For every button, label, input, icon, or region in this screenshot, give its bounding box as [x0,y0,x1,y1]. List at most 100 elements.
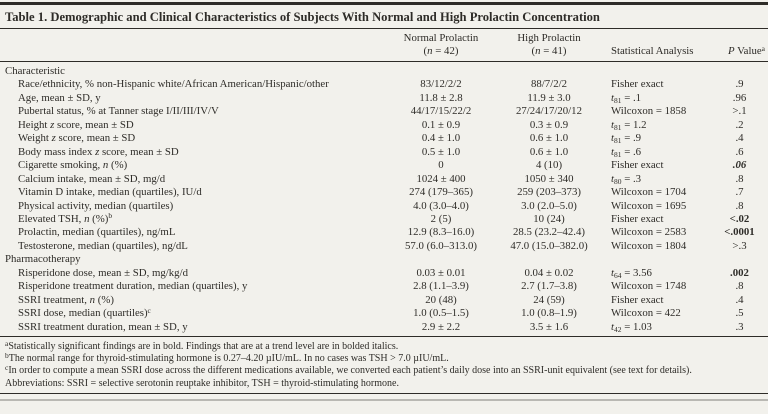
statistical-analysis-value [599,253,711,266]
high-prolactin-value: 0.3 ± 0.9 [529,118,569,131]
table-row: Cigarette smoking, n (%) 0 4 (10) Fisher… [0,159,768,172]
normal-prolactin-value: 0 [438,159,444,172]
row-label: Risperidone treatment duration, median (… [18,280,248,293]
high-prolactin-value: 10 (24) [533,212,565,225]
table-title: Table 1. Demographic and Clinical Charac… [5,10,600,24]
table-row: Elevated TSH, n (%)b 2 (5) 10 (24) Fishe… [0,211,768,226]
normal-prolactin-value: 12.9 (8.3–16.0) [407,226,475,239]
table-row: Prolactin, median (quartiles), ng/mL 12.… [0,226,768,239]
normal-prolactin-value: 11.8 ± 2.8 [419,91,463,104]
table-row: Pharmacotherapy [0,253,768,266]
row-label: Pharmacotherapy [5,253,81,266]
row-label: Weight z score, mean ± SD [18,132,136,145]
row-label: SSRI treatment, n (%) [18,293,114,306]
statistical-analysis-value: t81 = .6 [611,145,642,159]
table-row: Risperidone treatment duration, median (… [0,280,768,293]
table-row: Race/ethnicity, % non-Hispanic white/Afr… [0,78,768,91]
high-prolactin-value: 24 (59) [533,293,565,306]
table-row: Physical activity, median (quartiles) 4.… [0,200,768,213]
p-value: <.02 [729,212,750,225]
footnote-a: aStatistically significant findings are … [5,338,399,353]
high-prolactin-value: 0.04 ± 0.02 [524,266,574,279]
statistical-analysis-value: Fisher exact [611,78,664,91]
table-header-row: Normal Prolactin (n = 42) High Prolactin… [0,29,768,61]
statistical-analysis-value: Fisher exact [611,212,664,225]
normal-prolactin-value: 57.0 (6.0–313.0) [405,239,477,252]
normal-prolactin-value: 0.4 ± 1.0 [421,132,461,145]
p-value: >.1 [732,105,747,118]
column-header-high-prolactin: High Prolactin (n = 41) [499,32,599,58]
statistical-analysis-value: Wilcoxon = 1804 [611,239,687,252]
high-prolactin-value: 47.0 (15.0–382.0) [510,239,588,252]
footnote-c: cIn order to compute a mean SSRI dose ac… [5,362,692,377]
high-prolactin-value: 88/7/2/2 [531,78,567,91]
table-row: Height z score, mean ± SD 0.1 ± 0.9 0.3 … [0,119,768,132]
table-row: Age, mean ± SD, y 11.8 ± 2.8 11.9 ± 3.0 … [0,92,768,105]
table-row: Pubertal status, % at Tanner stage I/II/… [0,105,768,118]
row-label: Body mass index z score, mean ± SD [18,145,179,158]
p-value: .8 [735,280,744,293]
statistical-analysis-value: t81 = .9 [611,132,642,146]
high-prolactin-value: 259 (203–373) [517,186,581,199]
row-label: Height z score, mean ± SD [18,118,134,131]
high-prolactin-value: 1.0 (0.8–1.9) [521,307,577,320]
normal-prolactin-value: 0.5 ± 1.0 [421,145,461,158]
normal-prolactin-value: 83/12/2/2 [420,78,462,91]
high-prolactin-value: 1050 ± 340 [524,172,574,185]
normal-prolactin-value: 20 (48) [425,293,457,306]
table-footnotes: aStatistically significant findings are … [0,337,768,393]
normal-prolactin-value: 44/17/15/22/2 [410,105,472,118]
body-divider-rule [0,336,768,338]
statistical-analysis-value [599,65,711,78]
normal-prolactin-value: 2.9 ± 2.2 [421,320,461,333]
row-label: Cigarette smoking, n (%) [18,159,128,172]
p-value: .002 [730,266,749,279]
top-rule [0,2,768,5]
p-value: .4 [735,293,744,306]
bottom-shadow-rule [0,398,768,401]
table-row: Weight z score, mean ± SD 0.4 ± 1.0 0.6 … [0,132,768,145]
row-label: SSRI treatment duration, mean ± SD, y [18,320,188,333]
table-row: Testosterone, median (quartiles), ng/dL … [0,240,768,253]
table-row: Vitamin D intake, median (quartiles), IU… [0,186,768,199]
column-header-high-line1: High Prolactin [517,32,581,44]
row-label: Testosterone, median (quartiles), ng/dL [18,239,188,252]
table-row: SSRI treatment, n (%) 20 (48) 24 (59) Fi… [0,294,768,307]
high-prolactin-value [499,65,599,78]
table-row: Calcium intake, mean ± SD, mg/d 1024 ± 4… [0,173,768,186]
normal-prolactin-value: 2.8 (1.1–3.9) [413,280,469,293]
high-prolactin-value: 0.6 ± 1.0 [529,145,569,158]
statistical-analysis-value: Fisher exact [611,293,664,306]
column-header-normal-line1: Normal Prolactin [403,32,479,44]
title-divider-rule [0,28,768,29]
table-row: SSRI dose, median (quartiles)c 1.0 (0.5–… [0,306,768,320]
row-label: Prolactin, median (quartiles), ng/mL [18,226,176,239]
column-header-high-line2: (n = 41) [531,45,567,57]
high-prolactin-value: 0.6 ± 1.0 [529,132,569,145]
statistical-analysis-value: Wilcoxon = 2583 [611,226,687,239]
row-label: Vitamin D intake, median (quartiles), IU… [18,186,202,199]
high-prolactin-value: 2.7 (1.7–3.8) [521,280,577,293]
bottom-rule [0,392,768,394]
p-value: .06 [732,159,747,172]
row-label: Race/ethnicity, % non-Hispanic white/Afr… [18,78,329,91]
normal-prolactin-value [383,65,499,78]
high-prolactin-value [499,253,599,266]
normal-prolactin-value: 0.03 ± 0.01 [416,266,466,279]
statistical-analysis-value: t42 = 1.03 [611,320,652,334]
row-label: Age, mean ± SD, y [18,91,101,104]
row-label: Elevated TSH, n (%)b [18,211,113,225]
row-label: Pubertal status, % at Tanner stage I/II/… [18,105,219,118]
p-value: .5 [735,307,744,320]
column-header-normal-line2: (n = 42) [423,45,459,57]
row-label: Calcium intake, mean ± SD, mg/d [18,172,166,185]
p-value: >.3 [732,239,747,252]
normal-prolactin-value: 4.0 (3.0–4.0) [413,199,469,212]
p-value: .4 [735,132,744,145]
normal-prolactin-value: 0.1 ± 0.9 [421,118,461,131]
normal-prolactin-value: 1.0 (0.5–1.5) [413,307,469,320]
table-row: Risperidone dose, mean ± SD, mg/kg/d 0.0… [0,267,768,280]
p-value: .6 [735,145,744,158]
p-value: .2 [735,118,744,131]
